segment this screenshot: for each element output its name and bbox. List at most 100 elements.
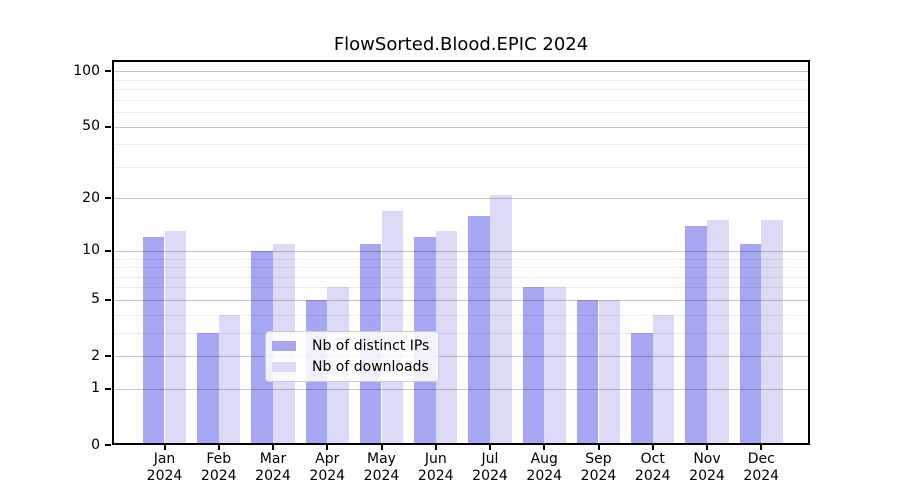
bar-downloads-may	[381, 210, 404, 445]
axes-border	[112, 60, 810, 445]
y-tick-label-50: 50	[82, 118, 100, 135]
gridline-minor-4	[112, 314, 810, 316]
y-tick-5	[105, 298, 111, 301]
x-label-year: 2024	[417, 468, 454, 484]
bar-downloads-oct	[652, 314, 675, 445]
x-label-year: 2024	[689, 468, 725, 484]
gridline-100	[112, 71, 810, 73]
gridline-5	[112, 299, 810, 301]
legend-swatch-ips-icon	[272, 341, 296, 351]
x-label-month: Feb	[206, 451, 232, 467]
x-label-month: Oct	[640, 451, 665, 467]
x-tick-aug	[543, 445, 546, 450]
x-label-year: 2024	[363, 468, 400, 484]
y-tick-0	[105, 444, 111, 446]
y-tick-50	[105, 125, 111, 128]
gridline-minor-90	[112, 79, 810, 81]
gridline-50	[112, 126, 810, 128]
bar-ips-oct	[631, 332, 653, 445]
bar-downloads-aug	[544, 287, 566, 445]
x-tick-mar	[272, 445, 274, 450]
x-label-year: 2024	[255, 468, 291, 484]
bar-downloads-jan	[164, 231, 187, 445]
gridlines-layer	[112, 60, 810, 445]
gridline-minor-60	[112, 112, 810, 114]
x-label-month: May	[367, 451, 396, 467]
y-tick-label-0: 0	[91, 436, 100, 453]
x-tick-label-mar: Mar 2024	[233, 451, 313, 485]
bar-ips-feb	[197, 332, 219, 445]
y-tick-10	[105, 249, 111, 252]
x-tick-label-nov: Nov 2024	[667, 451, 747, 485]
chart-title: FlowSorted.Blood.EPIC 2024	[333, 34, 589, 55]
x-tick-jul	[489, 445, 491, 450]
bar-downloads-dec	[761, 220, 783, 445]
x-tick-jun	[434, 445, 437, 450]
gridline-1	[112, 388, 810, 390]
x-label-month: Apr	[315, 451, 340, 467]
bar-downloads-feb	[218, 314, 241, 445]
gridline-20	[112, 198, 810, 200]
x-label-month: Nov	[693, 451, 721, 467]
x-tick-label-oct: Oct 2024	[613, 451, 693, 485]
bar-ips-nov	[685, 225, 707, 445]
gridline-minor-7	[112, 276, 810, 278]
gridline-minor-30	[112, 166, 810, 168]
x-label-month: Jul	[481, 451, 499, 467]
gridline-minor-6	[112, 287, 810, 289]
bar-ips-mar	[251, 250, 273, 445]
x-tick-label-jul: Jul 2024	[450, 451, 530, 485]
x-label-month: Dec	[747, 451, 775, 467]
x-tick-oct	[651, 445, 654, 450]
y-tick-2	[105, 355, 111, 358]
bar-ips-aug	[522, 287, 545, 445]
legend-item-downloads: Nb of downloads	[272, 359, 429, 375]
x-tick-label-feb: Feb 2024	[179, 451, 259, 485]
x-label-year: 2024	[743, 468, 780, 484]
bar-downloads-jun	[435, 231, 458, 445]
bar-downloads-sep	[598, 299, 621, 445]
x-tick-label-dec: Dec 2024	[721, 451, 801, 485]
x-tick-apr	[326, 445, 329, 450]
y-tick-label-20: 20	[82, 189, 100, 206]
x-label-year: 2024	[309, 468, 346, 484]
bar-ips-dec	[739, 243, 762, 445]
gridline-2	[112, 356, 810, 358]
y-tick-label-2: 2	[91, 347, 100, 364]
gridline-10	[112, 250, 810, 252]
legend: Nb of distinct IPs Nb of downloads	[265, 331, 440, 382]
legend-item-ips: Nb of distinct IPs	[272, 338, 429, 354]
x-label-month: Jan	[153, 451, 176, 467]
x-tick-label-jun: Jun 2024	[396, 451, 476, 485]
y-tick-label-100: 100	[73, 62, 100, 79]
x-tick-label-aug: Aug 2024	[504, 451, 584, 485]
x-tick-nov	[706, 445, 708, 450]
x-label-month: Sep	[585, 451, 612, 467]
legend-label-downloads: Nb of downloads	[312, 359, 429, 375]
bar-ips-jul	[468, 215, 490, 445]
x-label-year: 2024	[472, 468, 508, 484]
legend-label-ips: Nb of distinct IPs	[312, 338, 430, 354]
gridline-minor-3	[112, 332, 810, 334]
x-tick-label-may: May 2024	[342, 451, 422, 485]
x-tick-label-sep: Sep 2024	[559, 451, 639, 485]
x-label-year: 2024	[146, 468, 183, 484]
x-label-month: Aug	[530, 451, 558, 467]
x-label-year: 2024	[580, 468, 617, 484]
gridline-minor-80	[112, 89, 810, 91]
y-tick-label-5: 5	[91, 291, 100, 308]
bar-downloads-jul	[490, 194, 512, 445]
x-label-month: Mar	[259, 451, 287, 467]
x-tick-dec	[760, 445, 763, 450]
gridline-minor-8	[112, 267, 810, 269]
x-tick-label-apr: Apr 2024	[287, 451, 367, 485]
gridline-minor-40	[112, 144, 810, 146]
bar-ips-sep	[576, 299, 599, 445]
legend-swatch-downloads-icon	[272, 362, 296, 372]
y-tick-20	[105, 197, 111, 200]
x-label-year: 2024	[200, 468, 237, 484]
x-label-year: 2024	[526, 468, 563, 484]
x-tick-sep	[597, 445, 600, 450]
x-tick-feb	[217, 445, 220, 450]
